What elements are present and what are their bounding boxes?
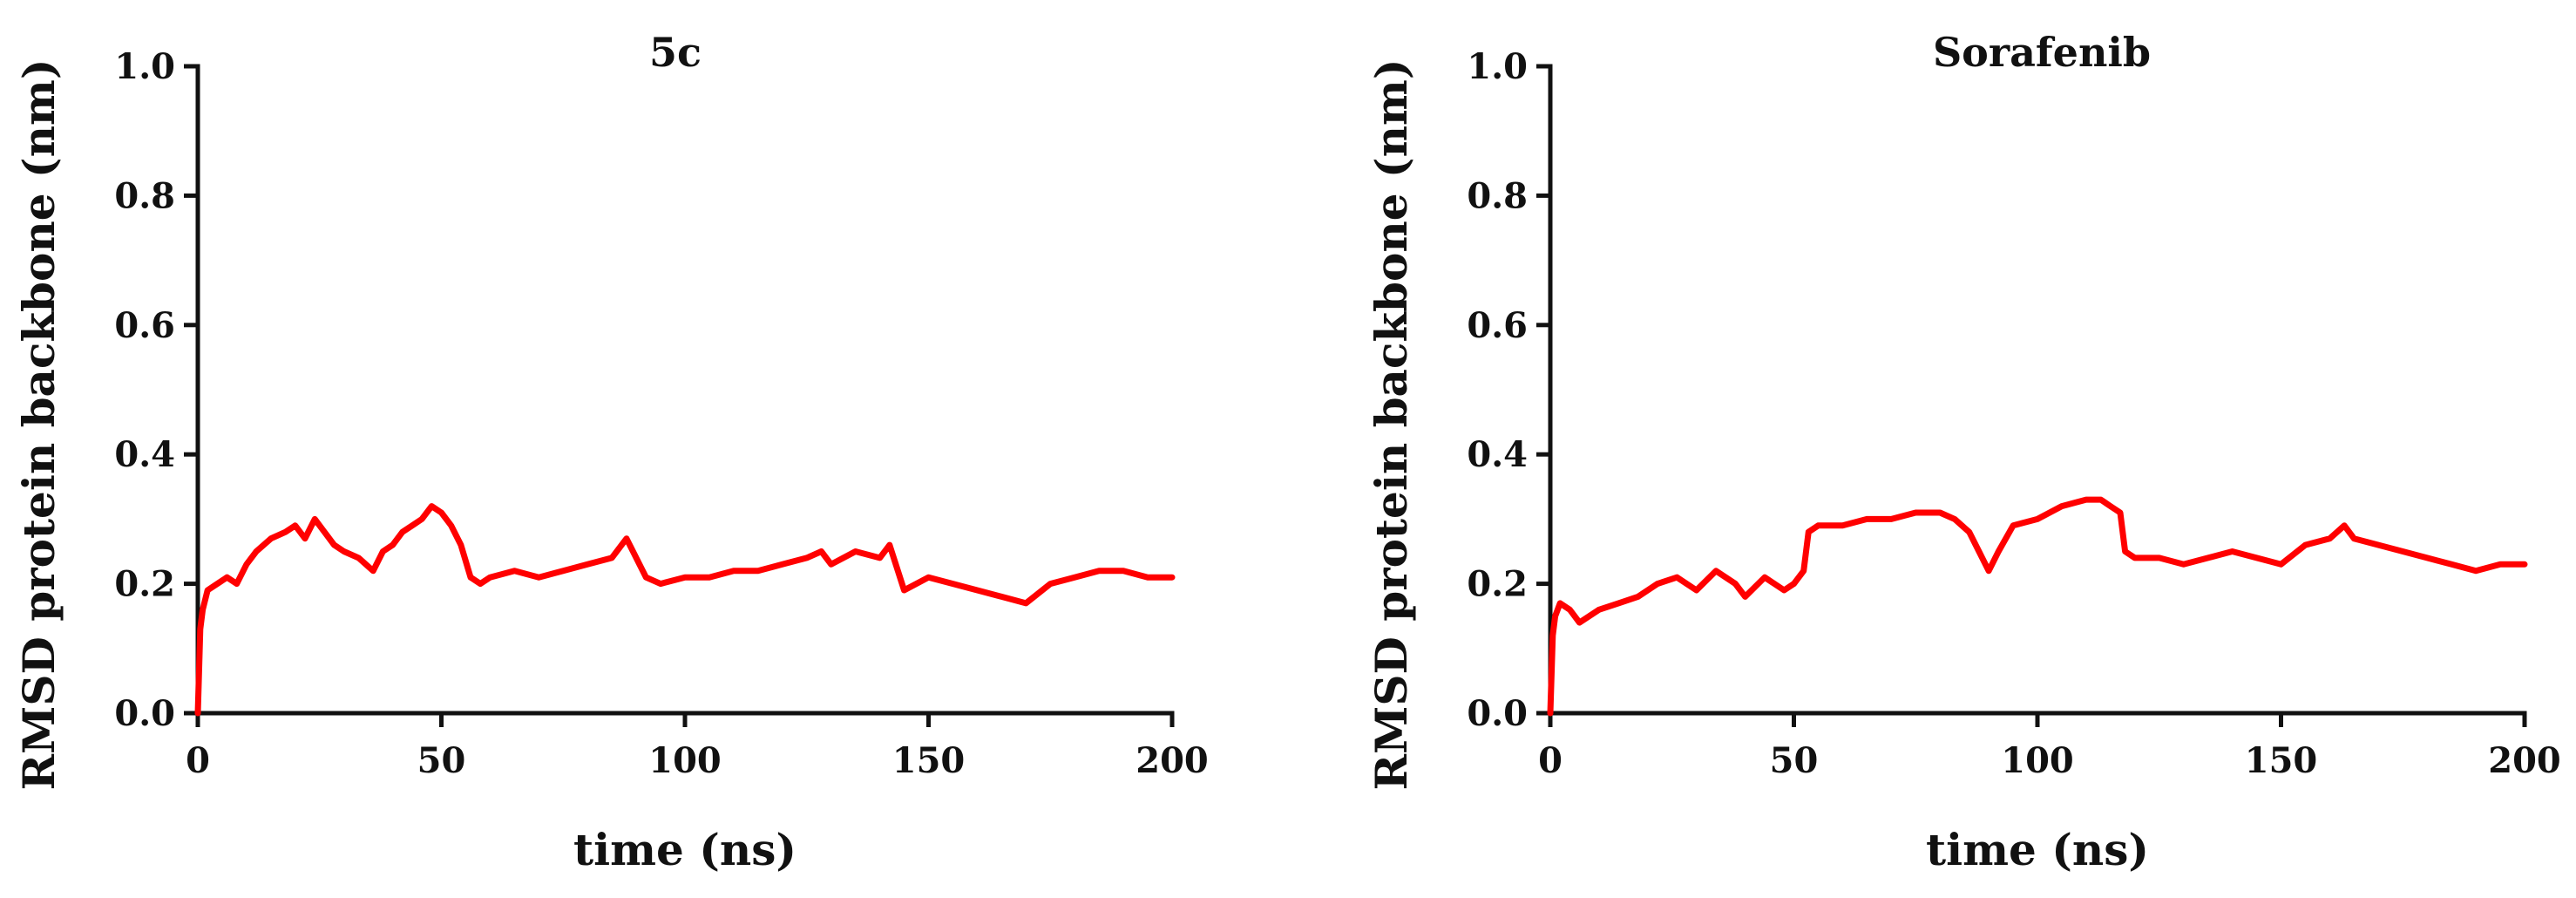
x-tick-label: 150: [2245, 740, 2318, 781]
y-axis-title: RMSD protein backbone (nm): [13, 59, 64, 791]
x-tick-label: 50: [1770, 740, 1819, 781]
y-tick-label: 0.0: [114, 693, 175, 734]
y-tick-label: 0.6: [114, 305, 175, 346]
x-tick-label: 0: [1538, 740, 1563, 781]
y-tick-label: 0.0: [1467, 693, 1528, 734]
chart-title: Sorafenib: [1933, 29, 2151, 76]
series-line-rmsd: [1547, 496, 2528, 717]
y-tick-label: 0.6: [1467, 305, 1528, 346]
x-tick-label: 100: [2001, 740, 2074, 781]
x-tick-label: 200: [1135, 740, 1209, 781]
x-axis-title: time (ns): [1926, 824, 2149, 875]
chart-title: 5c: [649, 29, 702, 76]
y-tick-label: 0.4: [1467, 434, 1528, 475]
chart-panel-1: 0.0 0.2 0.4 0.6 0.8 1.0 0 50 100 150 200 5c time (ns…: [13, 29, 1209, 875]
y-tick-label: 0.2: [114, 564, 175, 605]
y-tick-label: 0.2: [1467, 564, 1528, 605]
y-tick-label: 0.4: [114, 434, 175, 475]
y-tick-label: 0.8: [114, 175, 175, 216]
y-tick-label: 1.0: [114, 46, 175, 87]
x-tick-label: 50: [417, 740, 466, 781]
x-tick-label: 150: [892, 740, 966, 781]
x-axis-title: time (ns): [573, 824, 797, 875]
x-tick-label: 100: [648, 740, 722, 781]
chart-panel-2: 0.0 0.2 0.4 0.6 0.8 1.0 0 50 100 150 200 Sorafenib t…: [1366, 29, 2561, 875]
x-tick-label: 0: [186, 740, 210, 781]
series-line-rmsd: [194, 503, 1176, 717]
y-tick-label: 1.0: [1467, 46, 1528, 87]
y-axis-title: RMSD protein backbone (nm): [1366, 59, 1417, 791]
x-tick-label: 200: [2488, 740, 2561, 781]
y-tick-label: 0.8: [1467, 175, 1528, 216]
